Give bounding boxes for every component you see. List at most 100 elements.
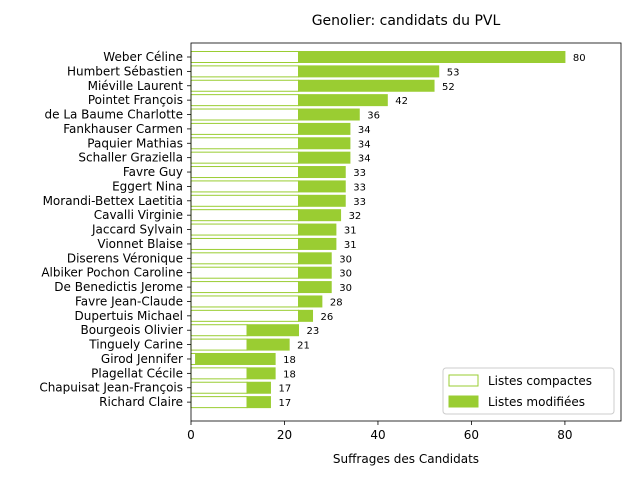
data-label: 33 — [353, 168, 366, 179]
x-tick-label: 60 — [464, 428, 479, 442]
bar-modifiees — [298, 151, 351, 164]
data-label: 36 — [367, 111, 380, 122]
data-label: 53 — [447, 67, 460, 78]
plot-area: 80 Weber Céline 53 Humbert Sébastien 52 Miévi… — [39, 42, 622, 442]
legend-label-modifiees: Listes modifiées — [488, 395, 585, 409]
data-label: 33 — [353, 182, 366, 193]
data-label: 18 — [283, 369, 296, 380]
category-label: Favre Jean-Claude — [75, 294, 183, 308]
bar-modifiees — [298, 237, 337, 250]
x-tick-label: 0 — [187, 428, 195, 442]
bar-compactes — [190, 266, 299, 279]
bar-compactes — [190, 396, 248, 409]
category-label: Cavalli Virginie — [94, 208, 183, 222]
category-label: Vionnet Blaise — [97, 237, 183, 251]
category-label: Schaller Graziella — [78, 151, 183, 165]
axes-frame — [190, 42, 622, 422]
bar-compactes — [190, 252, 299, 265]
bar-modifiees — [298, 266, 332, 279]
bar-modifiees — [298, 51, 566, 63]
bar-compactes — [190, 180, 299, 193]
data-label: 18 — [283, 355, 296, 366]
bar-compactes — [190, 352, 197, 365]
legend-label-compactes: Listes compactes — [488, 374, 592, 388]
bar-modifiees — [246, 381, 271, 394]
bar-compactes — [190, 122, 299, 135]
bar-compactes — [190, 151, 299, 164]
category-label: Albiker Pochon Caroline — [41, 266, 183, 280]
data-label: 80 — [573, 53, 586, 64]
category-label: Morandi-Bettex Laetitia — [43, 194, 183, 208]
bar-compactes — [190, 309, 299, 322]
bar-modifiees — [298, 94, 388, 107]
category-label: Pointet François — [88, 93, 183, 107]
legend-swatch-modifiees — [448, 395, 479, 408]
bar-modifiees — [298, 65, 440, 78]
category-label: Weber Céline — [103, 50, 183, 64]
category-label: Diserens Véronique — [67, 251, 183, 265]
bar-compactes — [190, 79, 299, 92]
bar-compactes — [190, 223, 299, 236]
category-label: Jaccard Sylvain — [91, 223, 183, 237]
category-label: Chapuisat Jean-François — [39, 381, 183, 395]
bar-compactes — [190, 166, 299, 179]
bar-modifiees — [298, 79, 435, 92]
bar-compactes — [190, 65, 299, 78]
data-label: 28 — [330, 297, 343, 308]
x-axis-label: Suffrages des Candidats — [333, 452, 479, 466]
legend-frame — [442, 367, 615, 415]
bar-compactes — [190, 194, 299, 207]
bar-compactes — [190, 338, 248, 351]
data-label: 30 — [339, 283, 352, 294]
bar-modifiees — [246, 367, 276, 380]
bar-modifiees — [246, 396, 271, 409]
data-label: 33 — [353, 197, 366, 208]
x-tick-label: 20 — [277, 428, 292, 442]
data-label: 17 — [278, 398, 291, 409]
legend-swatch-compactes — [448, 374, 479, 387]
data-label: 26 — [321, 312, 334, 323]
bar-modifiees — [298, 295, 323, 308]
data-label: 42 — [395, 96, 408, 107]
bar-compactes — [190, 367, 248, 380]
category-label: Girod Jennifer — [101, 352, 183, 366]
data-label: 17 — [278, 384, 291, 395]
bar-compactes — [190, 381, 248, 394]
data-label: 34 — [358, 125, 371, 136]
data-label: 34 — [358, 154, 371, 165]
bar-compactes — [190, 295, 299, 308]
bar-compactes — [190, 324, 248, 337]
category-label: Dupertuis Michael — [75, 309, 183, 323]
data-label: 30 — [339, 254, 352, 265]
category-label: Paquier Mathias — [87, 136, 183, 150]
bar-modifiees — [298, 180, 346, 193]
x-tick-label: 80 — [557, 428, 572, 442]
category-label: Eggert Nina — [112, 179, 183, 193]
category-label: Humbert Sébastien — [67, 64, 183, 78]
bar-compactes — [190, 51, 299, 63]
bar-modifiees — [246, 324, 300, 337]
bar-compactes — [190, 237, 299, 250]
category-label: Fankhauser Carmen — [63, 122, 183, 136]
category-label: Plagellat Cécile — [91, 366, 183, 380]
bar-compactes — [190, 94, 299, 107]
bar-modifiees — [298, 122, 351, 135]
bar-modifiees — [298, 137, 351, 150]
data-label: 23 — [307, 326, 320, 337]
data-label: 30 — [339, 269, 352, 280]
bar-modifiees — [298, 194, 346, 207]
category-label: de La Baume Charlotte — [45, 108, 184, 122]
bar-modifiees — [298, 209, 342, 222]
category-label: Favre Guy — [123, 165, 183, 179]
data-label: 32 — [349, 211, 362, 222]
category-label: De Benedictis Jerome — [54, 280, 183, 294]
data-label: 31 — [344, 240, 357, 251]
bar-compactes — [190, 137, 299, 150]
bar-compactes — [190, 209, 299, 222]
category-label: Bourgeois Olivier — [80, 323, 183, 337]
x-tick-label: 40 — [370, 428, 385, 442]
bar-modifiees — [195, 352, 276, 365]
bar-modifiees — [298, 166, 346, 179]
bar-modifiees — [298, 281, 332, 294]
